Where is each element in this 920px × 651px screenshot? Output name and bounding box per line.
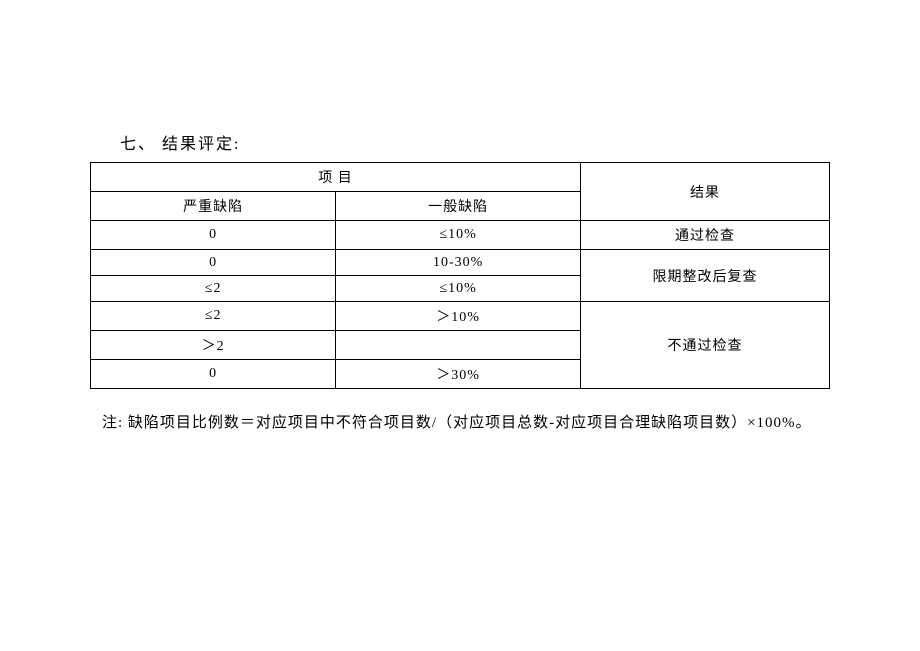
cell-result: 不通过检查: [580, 302, 829, 389]
document-page: 七、 结果评定: 项 目 结果 严重缺陷 一般缺陷 0 ≤10% 通过检查 0 …: [0, 0, 920, 432]
header-severe: 严重缺陷: [91, 192, 336, 221]
cell-severe: 0: [91, 221, 336, 250]
table-row: 0 ≤10% 通过检查: [91, 221, 830, 250]
footnote: 注: 缺陷项目比例数＝对应项目中不符合项目数/（对应项目总数-对应项目合理缺陷项…: [102, 411, 830, 432]
table-row: 0 10-30% 限期整改后复查: [91, 250, 830, 276]
cell-severe: 0: [91, 250, 336, 276]
cell-result: 限期整改后复查: [580, 250, 829, 302]
header-project: 项 目: [91, 163, 581, 192]
table-row: ≤2 ＞10% 不通过检查: [91, 302, 830, 331]
cell-general: ≤10%: [336, 276, 581, 302]
cell-general: ≤10%: [336, 221, 581, 250]
cell-general: ＞10%: [336, 302, 581, 331]
cell-severe: ＞2: [91, 331, 336, 360]
cell-general: ＞30%: [336, 360, 581, 389]
evaluation-table: 项 目 结果 严重缺陷 一般缺陷 0 ≤10% 通过检查 0 10-30% 限期…: [90, 162, 830, 389]
cell-severe: ≤2: [91, 302, 336, 331]
cell-general: 10-30%: [336, 250, 581, 276]
header-row-1: 项 目 结果: [91, 163, 830, 192]
section-title: 七、 结果评定:: [120, 130, 830, 154]
header-result: 结果: [580, 163, 829, 221]
cell-result: 通过检查: [580, 221, 829, 250]
cell-general: [336, 331, 581, 360]
header-general: 一般缺陷: [336, 192, 581, 221]
cell-severe: 0: [91, 360, 336, 389]
cell-severe: ≤2: [91, 276, 336, 302]
